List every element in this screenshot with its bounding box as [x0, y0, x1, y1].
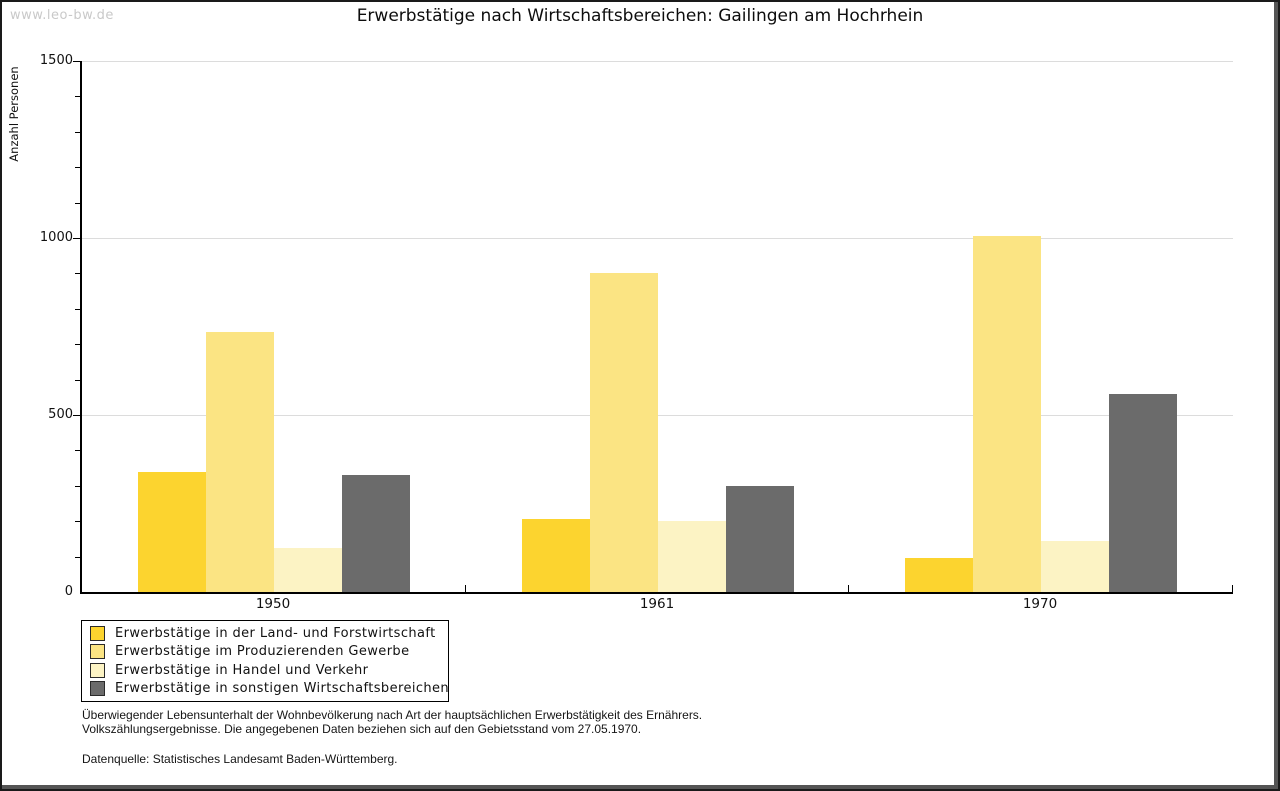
y-tick-label-500: 500 [48, 407, 73, 422]
bar-1961-series-1 [522, 519, 590, 592]
footnote: Überwiegender Lebensunterhalt der Wohnbe… [82, 708, 702, 736]
bar-1970-series-2 [973, 236, 1041, 592]
legend-swatch-2 [90, 644, 105, 660]
y-minor-tick-200 [75, 521, 80, 522]
y-minor-tick-600 [75, 380, 80, 381]
y-major-tick-1500 [73, 61, 80, 62]
y-tick-label-0: 0 [64, 584, 73, 599]
gridline-1500 [82, 61, 1233, 62]
y-major-tick-1000 [73, 238, 80, 239]
legend-label-3: Erwerbstätige in Handel und Verkehr [115, 662, 369, 678]
legend-item-3: Erwerbstätige in Handel und Verkehr [90, 662, 448, 678]
footnote-line-2: Volkszählungsergebnisse. Die angegebenen… [82, 722, 642, 736]
y-axis-label: Anzahl Personen [7, 66, 21, 162]
footnote-line-1: Überwiegender Lebensunterhalt der Wohnbe… [82, 708, 703, 722]
legend-label-1: Erwerbstätige in der Land- und Forstwirt… [115, 626, 436, 642]
y-tick-label-1000: 1000 [39, 230, 73, 245]
bar-1961-series-4 [726, 486, 794, 592]
x-tick-label-1970: 1970 [1022, 596, 1058, 612]
watermark: www.leo-bw.de [10, 8, 114, 23]
legend-swatch-3 [90, 662, 105, 678]
x-tick-3 [1232, 585, 1233, 592]
bar-1970-series-1 [905, 558, 973, 592]
bar-1970-series-3 [1041, 541, 1109, 592]
legend-item-2: Erwerbstätige im Produzierenden Gewerbe [90, 644, 448, 660]
y-minor-tick-1200 [75, 167, 80, 168]
bar-1961-series-2 [590, 273, 658, 592]
y-minor-tick-1400 [75, 96, 80, 97]
legend-swatch-1 [90, 626, 105, 642]
bar-1950-series-4 [342, 475, 410, 592]
y-tick-label-1500: 1500 [39, 53, 73, 68]
y-major-tick-500 [73, 415, 80, 416]
y-minor-tick-300 [75, 486, 80, 487]
legend-label-4: Erwerbstätige in sonstigen Wirtschaftsbe… [115, 680, 450, 696]
x-tick-label-1961: 1961 [639, 596, 675, 612]
y-minor-tick-400 [75, 450, 80, 451]
bar-1961-series-3 [658, 521, 726, 592]
legend-label-2: Erwerbstätige im Produzierenden Gewerbe [115, 644, 410, 660]
bar-1970-series-4 [1109, 394, 1177, 592]
plot-area [80, 61, 1233, 594]
y-minor-tick-800 [75, 309, 80, 310]
legend-swatch-4 [90, 680, 105, 696]
x-tick-label-1950: 1950 [255, 596, 291, 612]
y-minor-tick-900 [75, 273, 80, 274]
source-note: Datenquelle: Statistisches Landesamt Bad… [82, 752, 398, 766]
y-minor-tick-100 [75, 557, 80, 558]
chart-title: Erwerbstätige nach Wirtschaftsbereichen:… [356, 6, 924, 26]
legend-item-1: Erwerbstätige in der Land- und Forstwirt… [90, 626, 448, 642]
y-minor-tick-1100 [75, 203, 80, 204]
bar-1950-series-2 [206, 332, 274, 592]
x-tick-2 [848, 585, 849, 592]
x-tick-1 [465, 585, 466, 592]
legend: Erwerbstätige in der Land- und Forstwirt… [81, 620, 449, 702]
legend-item-4: Erwerbstätige in sonstigen Wirtschaftsbe… [90, 680, 450, 696]
bar-1950-series-1 [138, 472, 206, 592]
gridline-1000 [82, 238, 1233, 239]
y-minor-tick-1300 [75, 132, 80, 133]
bar-1950-series-3 [274, 548, 342, 592]
y-minor-tick-700 [75, 344, 80, 345]
